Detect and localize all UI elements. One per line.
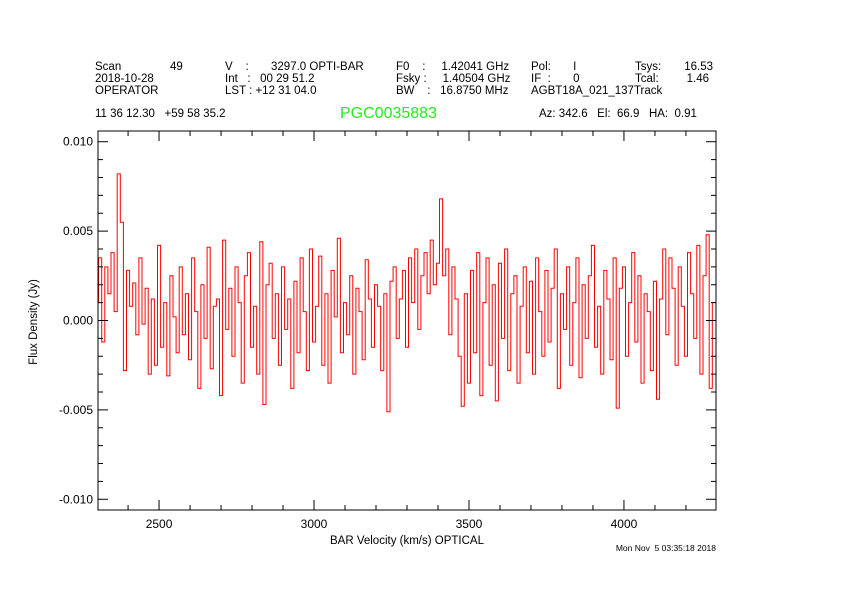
x-axis-label: BAR Velocity (km/s) OPTICAL — [330, 535, 485, 547]
y-tick-label: -0.010 — [59, 492, 93, 506]
spectrum-series-line — [98, 173, 716, 413]
tsys-label: Tsys: — [635, 61, 661, 73]
velocity: V : 3297.0 OPTI-BAR — [225, 61, 364, 73]
bandwidth: BW : 16.8750 MHz — [396, 85, 509, 97]
polarization: Pol: I — [531, 61, 576, 73]
az-el-ha: Az: 342.6 El: 66.9 HA: 0.91 — [539, 108, 697, 120]
scan-value: 49 — [170, 61, 183, 73]
x-tick-label: 4000 — [611, 517, 638, 531]
if-number: IF : 0 — [531, 73, 580, 85]
integration: Int : 00 29 51.2 — [225, 73, 315, 85]
project-id: AGBT18A_021_137Track — [531, 85, 663, 97]
y-tick-label: 0.005 — [63, 224, 93, 238]
x-tick-label: 3500 — [456, 517, 483, 531]
y-tick-labels: 0.010 0.005 0.000 -0.005 -0.010 — [59, 135, 93, 507]
plot-timestamp: Mon Nov 5 03:35:18 2018 — [616, 543, 716, 553]
source-name: PGC0035883 — [340, 105, 437, 122]
obs-date: 2018-10-28 — [95, 73, 154, 85]
y-tick-label: 0.000 — [63, 314, 93, 328]
tcal-label: Tcal: — [635, 73, 659, 85]
rest-freq: F0 : 1.42041 GHz — [396, 61, 509, 73]
scan-header: Scan 49 2018-10-28 OPERATOR 11 36 12.30 … — [95, 61, 713, 122]
y-axis-label: Flux Density (Jy) — [28, 279, 40, 365]
x-tick-label: 2500 — [146, 517, 173, 531]
axis-ticks — [98, 131, 716, 510]
y-tick-label: -0.005 — [59, 403, 93, 417]
lst: LST : +12 31 04.0 — [225, 85, 317, 97]
x-tick-labels: 2500 3000 3500 4000 — [146, 517, 638, 531]
sky-freq: Fsky : 1.40504 GHz — [396, 73, 511, 85]
tcal-value: 1.46 — [687, 73, 709, 85]
operator: OPERATOR — [95, 85, 158, 97]
ra-dec: 11 36 12.30 +59 58 35.2 — [95, 108, 226, 120]
y-tick-label: 0.010 — [63, 135, 93, 149]
x-tick-label: 3000 — [301, 517, 328, 531]
tsys-value: 16.53 — [684, 61, 713, 73]
scan-label: Scan — [95, 61, 121, 73]
